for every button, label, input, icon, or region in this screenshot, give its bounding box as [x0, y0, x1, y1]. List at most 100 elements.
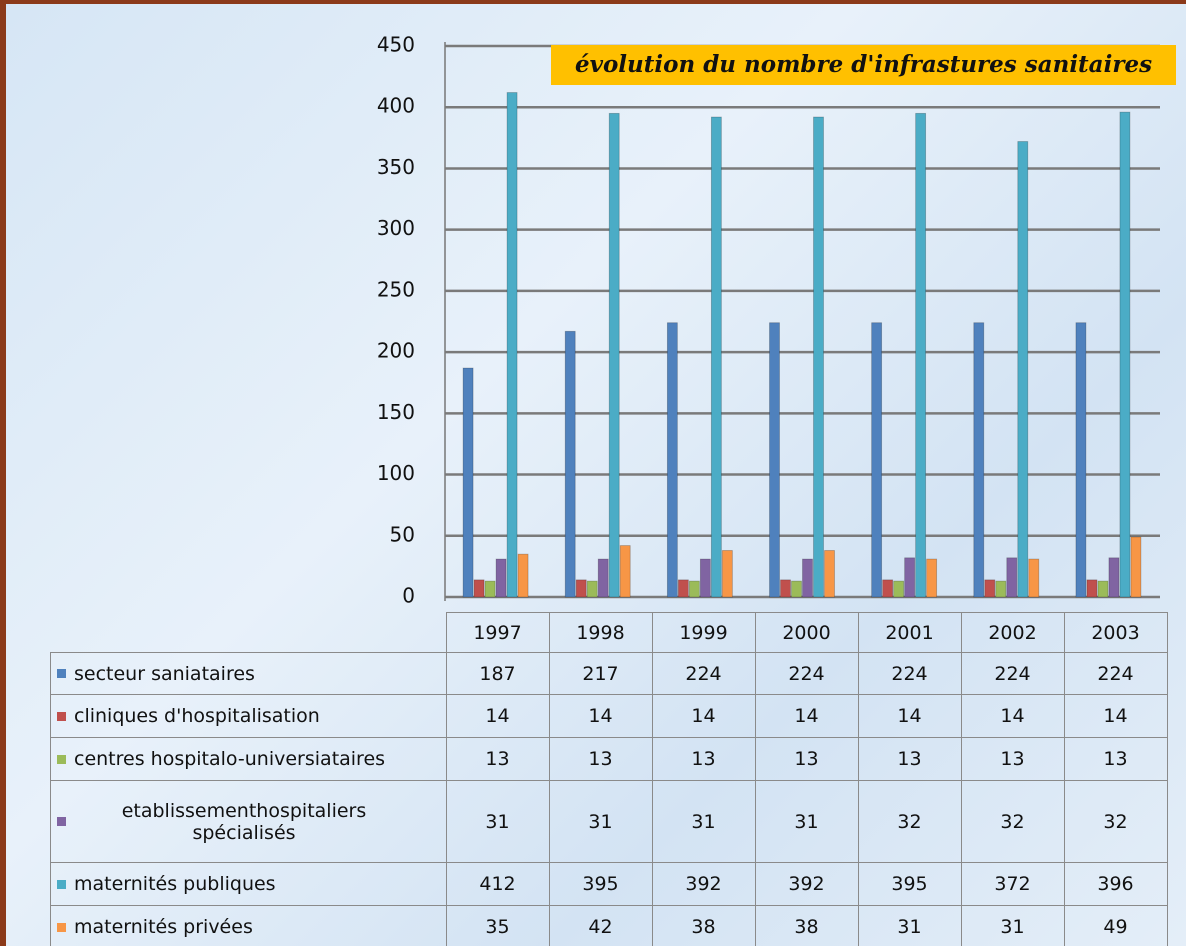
legend-label: centres hospitalo-universiataires — [74, 748, 386, 771]
value-cell: 35 — [445, 905, 550, 946]
legend-cell: secteur saniataires — [50, 652, 447, 695]
table-row: secteur saniataires 187 217 224 224 224 224 224 — [50, 652, 1168, 695]
value-cell: 13 — [548, 737, 653, 781]
y-tick-label: 50 — [390, 522, 415, 546]
bar — [984, 579, 996, 598]
legend-swatch — [57, 922, 66, 932]
bar — [1130, 536, 1142, 598]
header-row: 1997 1998 1999 2000 2001 2002 2003 — [51, 612, 1168, 653]
bar — [699, 558, 711, 598]
bar — [495, 558, 507, 598]
x-tick-label: 2002 — [960, 612, 1065, 653]
bar — [995, 580, 1007, 598]
x-tick-label: 1997 — [445, 612, 550, 653]
bar — [484, 580, 496, 598]
legend-label: cliniques d'hospitalisation — [74, 705, 320, 728]
bar — [619, 545, 631, 598]
legend-swatch — [57, 754, 66, 764]
value-cell: 14 — [960, 694, 1065, 738]
value-cell: 395 — [857, 862, 962, 906]
chart-title: évolution du nombre d'infrastures sanita… — [551, 45, 1176, 85]
bar — [517, 553, 529, 598]
value-cell: 31 — [857, 905, 962, 946]
bar — [473, 579, 485, 598]
value-cell: 13 — [960, 737, 1065, 781]
y-tick-label: 200 — [377, 339, 415, 363]
value-cell: 31 — [960, 905, 1065, 946]
y-tick-label: 300 — [377, 216, 415, 240]
bar — [462, 367, 474, 598]
bar — [564, 330, 576, 598]
value-cell: 14 — [754, 694, 859, 738]
bar — [688, 580, 700, 598]
value-cell: 38 — [754, 905, 859, 946]
value-cell: 13 — [754, 737, 859, 781]
value-cell: 13 — [857, 737, 962, 781]
table-row: maternités publiques 412 395 392 392 395 372 39… — [50, 862, 1168, 906]
y-tick-label: 150 — [377, 400, 415, 424]
legend-swatch — [57, 817, 66, 826]
y-tick-label: 450 — [377, 33, 415, 57]
y-tick-label: 250 — [377, 277, 415, 301]
value-cell: 14 — [651, 694, 756, 738]
value-cell: 14 — [445, 694, 550, 738]
x-tick-label: 1998 — [548, 612, 653, 653]
table-row: cliniques d'hospitalisation 14 14 14 14 14 14 1… — [50, 694, 1168, 738]
bar — [780, 579, 791, 598]
value-cell: 42 — [548, 905, 653, 946]
value-cell: 14 — [857, 694, 962, 738]
value-cell: 14 — [548, 694, 653, 738]
data-table: 1997 1998 1999 2000 2001 2002 2003 secteur sani… — [50, 612, 1168, 946]
bar — [893, 580, 905, 598]
value-cell: 372 — [960, 862, 1065, 906]
bar — [802, 558, 813, 598]
legend-swatch — [57, 879, 66, 889]
corner — [51, 613, 447, 653]
value-cell: 31 — [651, 780, 756, 863]
legend-cell: etablissementhospitaliers spécialisés — [50, 780, 447, 863]
bar — [1097, 580, 1109, 598]
table-row: maternités privées 35 42 38 38 31 31 49 — [50, 905, 1168, 946]
x-tick-label: 1999 — [651, 612, 756, 653]
bar — [813, 116, 824, 598]
legend-swatch — [57, 711, 66, 721]
y-tick-label: 0 — [402, 584, 415, 608]
value-cell: 14 — [1063, 694, 1168, 738]
value-cell: 13 — [445, 737, 550, 781]
legend-label: maternités privées — [74, 916, 253, 939]
bar — [1028, 558, 1040, 598]
y-tick-label: 100 — [377, 461, 415, 485]
value-cell: 217 — [548, 652, 653, 695]
bar — [769, 322, 780, 598]
value-cell: 396 — [1063, 862, 1168, 906]
value-cell: 31 — [548, 780, 653, 863]
bar — [791, 580, 802, 598]
bar — [721, 550, 733, 598]
y-tick-label: 400 — [377, 94, 415, 118]
value-cell: 31 — [754, 780, 859, 863]
value-cell: 31 — [445, 780, 550, 863]
value-cell: 224 — [754, 652, 859, 695]
x-tick-label: 2000 — [754, 612, 859, 653]
legend-swatch — [57, 669, 66, 679]
value-cell: 13 — [651, 737, 756, 781]
bar — [1086, 579, 1098, 598]
bar — [904, 557, 916, 598]
bar — [1119, 111, 1131, 598]
legend-cell: centres hospitalo-universiataires — [50, 737, 447, 781]
bar — [1108, 557, 1120, 598]
table-row: centres hospitalo-universiataires 13 13 13 1… — [50, 737, 1168, 781]
x-tick-label: 2001 — [857, 612, 962, 653]
bar — [677, 579, 689, 598]
bar — [926, 558, 938, 598]
value-cell: 412 — [445, 862, 550, 906]
bar — [1006, 557, 1018, 598]
bar — [973, 322, 985, 598]
bar — [608, 112, 620, 598]
value-cell: 187 — [445, 652, 550, 695]
bar — [1017, 141, 1029, 598]
value-cell: 224 — [857, 652, 962, 695]
legend-label: maternités publiques — [74, 873, 276, 896]
value-cell: 32 — [1063, 780, 1168, 863]
y-tick-label: 350 — [377, 155, 415, 179]
